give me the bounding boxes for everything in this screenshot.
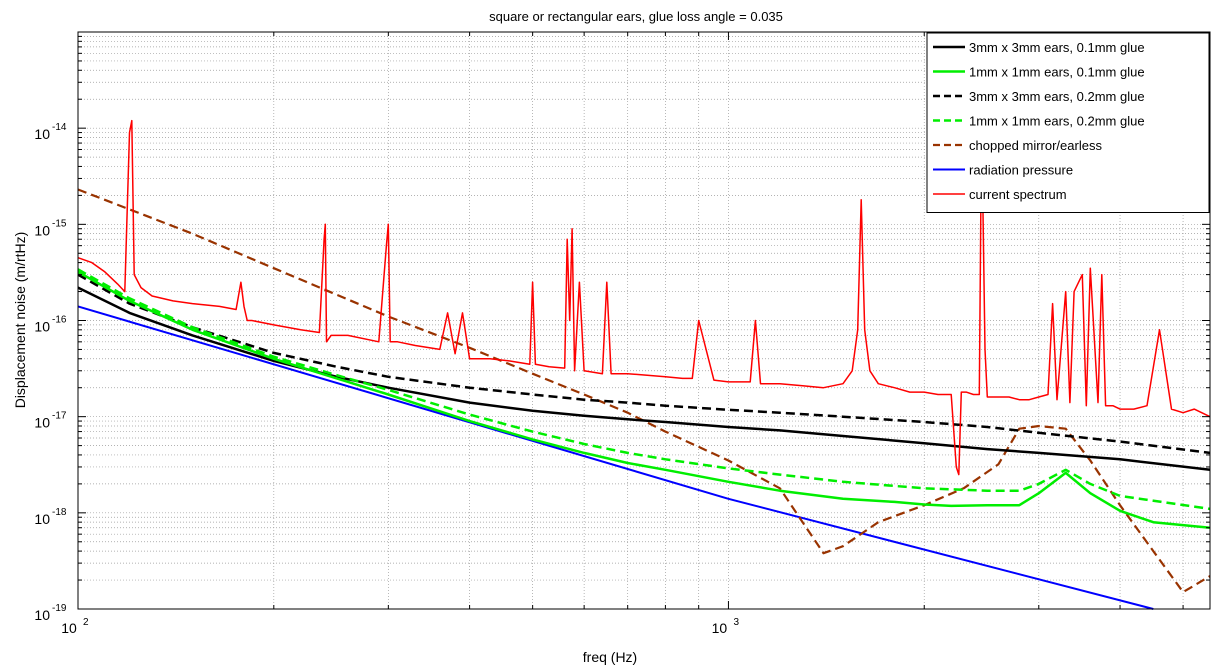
x-tick-exponent: 3	[733, 617, 739, 628]
series-line-5	[77, 305, 1154, 610]
legend-label-6: current spectrum	[969, 187, 1067, 202]
series-line-3	[77, 268, 1211, 511]
series-layer	[77, 116, 1211, 610]
series-line-6	[77, 116, 1211, 476]
legend-label-4: chopped mirror/earless	[969, 138, 1102, 153]
x-axis-label: freq (Hz)	[583, 649, 637, 665]
plot-frame	[77, 31, 1211, 610]
y-tick-label: 10	[34, 415, 50, 431]
legend-label-5: radiation pressure	[969, 163, 1073, 178]
y-tick-exponent: -18	[52, 507, 67, 518]
y-tick-label: 10	[34, 511, 50, 527]
legend: 3mm x 3mm ears, 0.1mm glue 1mm x 1mm ears…	[926, 32, 1210, 213]
y-tick-exponent: -17	[52, 411, 67, 422]
y-tick-label: 10	[34, 222, 50, 238]
legend-label-1: 1mm x 1mm ears, 0.1mm glue	[969, 65, 1145, 80]
x-tick-label: 10	[61, 620, 77, 636]
y-axis-label: Displacement noise (m/rtHz)	[12, 232, 28, 409]
y-tick-exponent: -15	[52, 218, 67, 229]
y-tick-label: 10	[34, 126, 50, 142]
legend-box	[926, 32, 1210, 213]
chart-title: square or rectangular ears, glue loss an…	[489, 9, 783, 24]
series-line-0	[77, 286, 1211, 472]
grid-layer	[77, 32, 1210, 610]
y-tick-exponent: -19	[52, 603, 67, 614]
y-tick-exponent: -14	[52, 122, 67, 133]
legend-label-0: 3mm x 3mm ears, 0.1mm glue	[969, 40, 1145, 55]
legend-label-3: 1mm x 1mm ears, 0.2mm glue	[969, 114, 1145, 129]
x-tick-label: 10	[712, 620, 728, 636]
y-tick-exponent: -16	[52, 315, 67, 326]
series-line-1	[77, 270, 1211, 529]
series-line-2	[77, 273, 1211, 455]
y-tick-label: 10	[34, 607, 50, 623]
x-tick-exponent: 2	[83, 617, 89, 628]
y-tick-label: 10	[34, 319, 50, 335]
legend-label-2: 3mm x 3mm ears, 0.2mm glue	[969, 89, 1145, 104]
